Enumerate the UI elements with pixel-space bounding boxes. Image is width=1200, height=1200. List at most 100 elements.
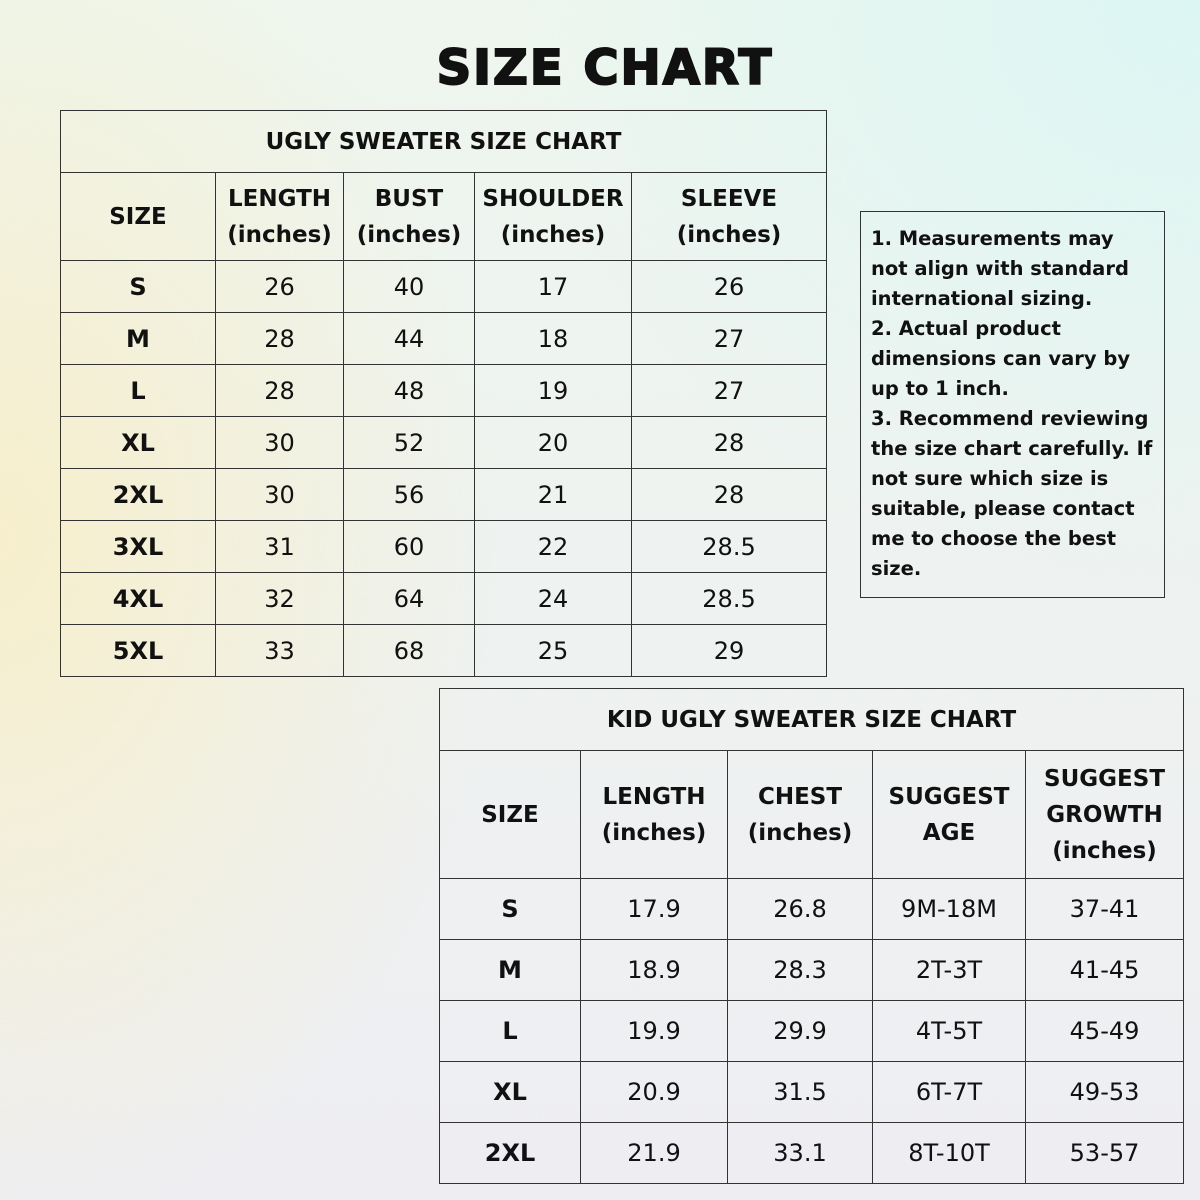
header-line: GROWTH <box>1046 801 1163 828</box>
table-row: M 28 44 18 27 <box>60 312 828 365</box>
value-cell: 40 <box>343 260 475 313</box>
value-cell: 29.9 <box>727 1000 873 1062</box>
value-cell: 33.1 <box>727 1122 873 1184</box>
value-cell: 31.5 <box>727 1061 873 1123</box>
size-cell: M <box>60 312 216 365</box>
value-cell: 8T-10T <box>872 1122 1026 1184</box>
value-cell: 19 <box>474 364 632 417</box>
value-cell: 17.9 <box>580 878 728 940</box>
column-header: LENGTH (inches) <box>215 172 344 261</box>
value-cell: 9M-18M <box>872 878 1026 940</box>
value-cell: 24 <box>474 572 632 625</box>
header-line: (inches) <box>1052 837 1157 864</box>
value-cell: 30 <box>215 468 344 521</box>
value-cell: 64 <box>343 572 475 625</box>
header-line: CHEST <box>757 783 843 810</box>
table-row: 2XL 30 56 21 28 <box>60 468 828 521</box>
header-line: SIZE <box>109 203 167 230</box>
value-cell: 29 <box>630 624 828 677</box>
header-line: (inches) <box>747 819 853 846</box>
value-cell: 48 <box>343 364 475 417</box>
note-item: 3. Recommend reviewing the size chart ca… <box>871 407 1153 580</box>
kid-size-table: KID UGLY SWEATER SIZE CHART SIZE LENGTH (i… <box>438 688 1185 1184</box>
column-header: SLEEVE (inches) <box>630 172 828 261</box>
value-cell: 27 <box>630 312 828 365</box>
size-cell: 2XL <box>439 1122 581 1184</box>
value-cell: 32 <box>215 572 344 625</box>
table-caption: KID UGLY SWEATER SIZE CHART <box>438 688 1185 751</box>
column-header: SUGGEST AGE <box>872 750 1026 879</box>
value-cell: 26.8 <box>727 878 873 940</box>
header-line: LENGTH <box>602 783 706 810</box>
table-row: 4XL 32 64 24 28.5 <box>60 572 828 625</box>
value-cell: 28.5 <box>630 572 828 625</box>
column-header: SIZE <box>439 750 581 879</box>
header-line: LENGTH <box>227 185 332 212</box>
page-title: SIZE CHART <box>436 39 774 97</box>
header-line: SLEEVE <box>680 185 778 212</box>
table-row: 5XL 33 68 25 29 <box>60 624 828 677</box>
header-line: SUGGEST <box>1044 765 1166 792</box>
value-cell: 25 <box>474 624 632 677</box>
value-cell: 18 <box>474 312 632 365</box>
column-header: CHEST (inches) <box>727 750 873 879</box>
table-row: L 28 48 19 27 <box>60 364 828 417</box>
size-cell: S <box>439 878 581 940</box>
header-line: BUST <box>374 185 444 212</box>
value-cell: 6T-7T <box>872 1061 1026 1123</box>
value-cell: 28.5 <box>630 520 828 573</box>
value-cell: 26 <box>630 260 828 313</box>
value-cell: 17 <box>474 260 632 313</box>
header-line: (inches) <box>601 819 707 846</box>
size-cell: 2XL <box>60 468 216 521</box>
value-cell: 21 <box>474 468 632 521</box>
header-line: SIZE <box>481 801 539 828</box>
size-cell: 3XL <box>60 520 216 573</box>
value-cell: 33 <box>215 624 344 677</box>
header-line: SUGGEST <box>888 783 1010 810</box>
size-cell: XL <box>439 1061 581 1123</box>
value-cell: 26 <box>215 260 344 313</box>
value-cell: 19.9 <box>580 1000 728 1062</box>
value-cell: 49-53 <box>1024 1061 1185 1123</box>
table-row: L 19.9 29.9 4T-5T 45-49 <box>439 1000 1185 1062</box>
value-cell: 28 <box>215 312 344 365</box>
note-item: 1. Measurements may not align with stand… <box>871 227 1129 310</box>
column-header: BUST (inches) <box>343 172 475 261</box>
table-row: M 18.9 28.3 2T-3T 41-45 <box>439 939 1185 1001</box>
note-item: 2. Actual product dimensions can vary by… <box>871 317 1131 400</box>
header-line: SHOULDER <box>482 185 624 212</box>
header-line: (inches) <box>227 221 332 248</box>
size-cell: XL <box>60 416 216 469</box>
column-header: LENGTH (inches) <box>580 750 728 879</box>
value-cell: 41-45 <box>1024 939 1185 1001</box>
value-cell: 44 <box>343 312 475 365</box>
value-cell: 2T-3T <box>872 939 1026 1001</box>
value-cell: 20 <box>474 416 632 469</box>
column-header: SUGGEST GROWTH (inches) <box>1024 750 1185 879</box>
notes-box: 1. Measurements may not align with stand… <box>860 211 1165 598</box>
value-cell: 45-49 <box>1024 1000 1185 1062</box>
value-cell: 28 <box>215 364 344 417</box>
value-cell: 53-57 <box>1024 1122 1185 1184</box>
value-cell: 28 <box>630 416 828 469</box>
table-row: S 17.9 26.8 9M-18M 37-41 <box>439 878 1185 940</box>
column-header: SIZE <box>60 172 216 261</box>
column-header: SHOULDER (inches) <box>474 172 632 261</box>
value-cell: 27 <box>630 364 828 417</box>
size-cell: L <box>60 364 216 417</box>
table-caption: UGLY SWEATER SIZE CHART <box>59 110 828 173</box>
table-row: 3XL 31 60 22 28.5 <box>60 520 828 573</box>
table-row: S 26 40 17 26 <box>60 260 828 313</box>
value-cell: 21.9 <box>580 1122 728 1184</box>
value-cell: 20.9 <box>580 1061 728 1123</box>
value-cell: 30 <box>215 416 344 469</box>
value-cell: 37-41 <box>1024 878 1185 940</box>
table-row: XL 20.9 31.5 6T-7T 49-53 <box>439 1061 1185 1123</box>
header-line: (inches) <box>500 221 606 248</box>
size-cell: 5XL <box>60 624 216 677</box>
size-cell: M <box>439 939 581 1001</box>
value-cell: 68 <box>343 624 475 677</box>
size-cell: S <box>60 260 216 313</box>
value-cell: 18.9 <box>580 939 728 1001</box>
